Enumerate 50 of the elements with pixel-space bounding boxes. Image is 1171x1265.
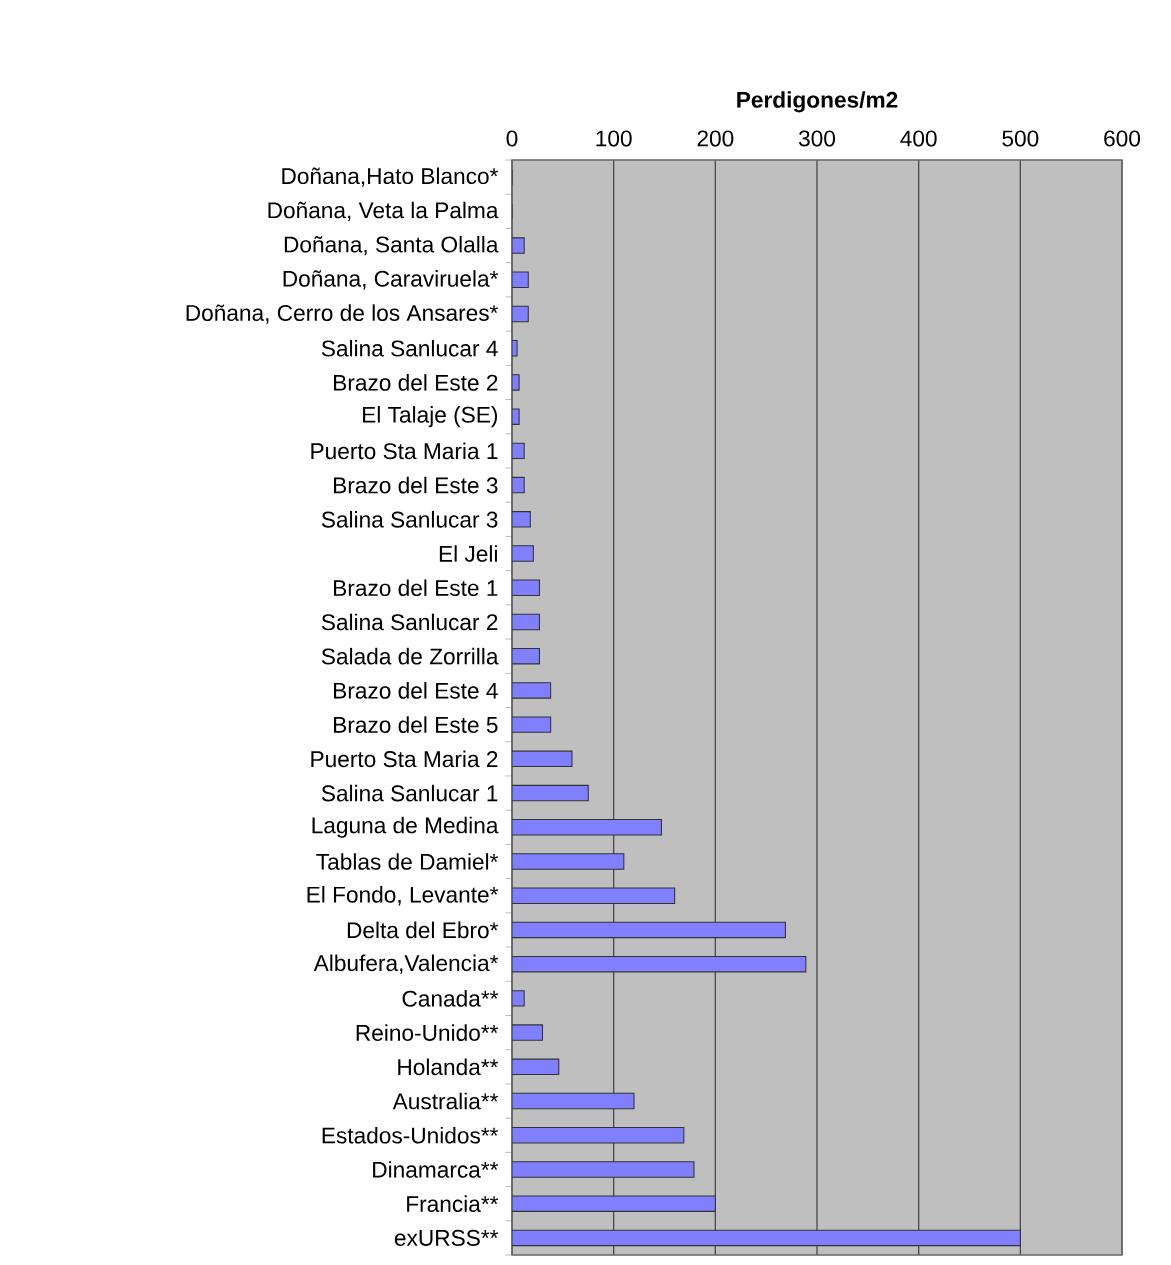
y-tick-label: Tablas de Damiel*	[316, 853, 499, 870]
y-tick-label: Canada**	[402, 990, 499, 1007]
x-tick-label: 600	[1104, 130, 1141, 147]
x-axis-title: Perdigones/m2	[737, 91, 898, 113]
x-tick-label: 500	[1002, 130, 1039, 147]
y-tick-label: El Fondo, Levante*	[307, 886, 499, 906]
bar	[511, 1127, 685, 1144]
y-tick-label: Dinamarca**	[373, 1161, 499, 1178]
bar	[511, 853, 625, 870]
x-tick-label: 200	[697, 130, 734, 147]
y-tick-label: Salina Sanlucar 4	[321, 339, 498, 357]
y-tick-label: El Jeli	[439, 545, 497, 562]
y-tick-label: Puerto Sta Maria 2	[311, 750, 498, 768]
x-tick-label: 300	[798, 130, 836, 147]
x-tick-label: 400	[900, 130, 937, 147]
y-tick-label: Laguna de Medina	[312, 816, 499, 838]
y-tick-label: Brazo del Este 3	[334, 476, 498, 494]
y-tick-label: Brazo del Este 1	[334, 579, 498, 597]
x-tick-label: 100	[596, 130, 632, 147]
y-tick-label: Doñana, Santa Olalla	[284, 235, 499, 256]
y-tick-label: Estados-Unidos**	[322, 1126, 499, 1144]
y-tick-label: exURSS**	[394, 1229, 499, 1246]
bar	[511, 1195, 716, 1212]
y-tick-label: Australia**	[392, 1092, 499, 1110]
y-tick-label: Salina Sanlucar 3	[321, 510, 498, 528]
y-tick-label: Doñana,Hato Blanco*	[282, 167, 499, 187]
y-tick-label: Salina Sanlucar 2	[321, 613, 498, 631]
bar	[511, 955, 807, 973]
y-tick-label: Brazo del Este 4	[334, 682, 498, 699]
y-tick-label: Holanda**	[398, 1058, 499, 1076]
x-tick-label: 0	[506, 130, 518, 147]
bar	[511, 921, 787, 939]
y-tick-label: Brazo del Este 5	[334, 716, 498, 733]
y-tick-label: Doñana, Cerro de los Ansares*	[186, 304, 499, 324]
y-tick-label: Salada de Zorrilla	[321, 647, 499, 665]
bar	[511, 887, 676, 904]
y-tick-label: Delta del Ebro*	[347, 921, 499, 939]
y-tick-label: Doñana, Caraviruela*	[283, 270, 499, 290]
y-tick-label: Salina Sanlucar 1	[321, 784, 498, 802]
y-tick-label: Reino-Unido**	[356, 1024, 499, 1041]
y-tick-label: Puerto Sta Maria 1	[311, 442, 498, 460]
y-tick-label: Albufera,Valencia*	[313, 954, 499, 974]
y-tick-label: Doñana, Veta la Palma	[268, 201, 499, 222]
bar	[511, 545, 534, 562]
y-tick-label: Francia**	[407, 1195, 499, 1213]
bar	[511, 1161, 695, 1178]
y-tick-label: El Talaje (SE)	[363, 406, 498, 428]
bar	[511, 1229, 1021, 1247]
y-tick-label: Brazo del Este 2	[334, 374, 498, 391]
bar	[511, 819, 662, 836]
